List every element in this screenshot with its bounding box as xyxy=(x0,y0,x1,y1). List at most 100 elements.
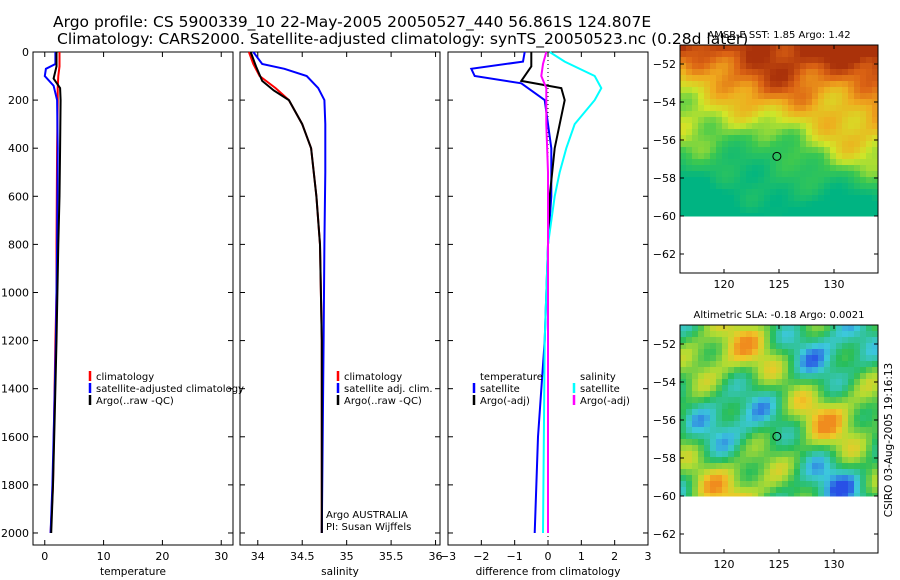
amsr_sst-cell xyxy=(686,189,693,196)
altimetric_sla-cell xyxy=(818,397,825,404)
amsr_sst-cell xyxy=(860,111,867,118)
altimetric_sla-cell xyxy=(710,481,717,488)
amsr_sst-cell xyxy=(824,87,831,94)
amsr_sst-cell xyxy=(686,111,693,118)
altimetric_sla-cell xyxy=(698,427,705,434)
amsr_sst-cell xyxy=(860,207,867,214)
altimetric_sla-cell xyxy=(764,469,771,476)
amsr_sst-cell xyxy=(812,63,819,70)
amsr_sst-cell xyxy=(788,75,795,82)
amsr_sst-cell xyxy=(836,189,843,196)
amsr_sst-cell xyxy=(818,87,825,94)
amsr_sst-cell xyxy=(704,111,711,118)
altimetric_sla-cell xyxy=(794,391,801,398)
altimetric_sla-cell xyxy=(698,445,705,452)
amsr_sst-cell xyxy=(872,93,879,100)
amsr_sst-cell xyxy=(830,111,837,118)
amsr_sst-cell xyxy=(716,57,723,64)
amsr_sst-cell xyxy=(770,177,777,184)
amsr_sst-cell xyxy=(848,123,855,130)
altimetric_sla-cell xyxy=(764,481,771,488)
altimetric_sla-cell xyxy=(818,361,825,368)
difference-xtick-label: −3 xyxy=(440,550,456,563)
altimetric_sla-cell xyxy=(728,403,735,410)
amsr_sst-cell xyxy=(776,69,783,76)
altimetric_sla-cell xyxy=(686,481,693,488)
amsr_sst-cell xyxy=(824,99,831,106)
altimetric_sla-cell xyxy=(692,457,699,464)
altimetric_sla-cell xyxy=(680,427,687,434)
altimetric_sla-cell xyxy=(722,493,729,497)
altimetric_sla-cell xyxy=(788,457,795,464)
altimetric_sla-cell xyxy=(692,415,699,422)
altimetric_sla-cell xyxy=(788,391,795,398)
amsr_sst-cell xyxy=(872,57,879,64)
amsr_sst-cell xyxy=(776,177,783,184)
altimetric_sla-cell xyxy=(860,475,867,482)
altimetric_sla-cell xyxy=(842,487,849,494)
amsr_sst-cell xyxy=(806,201,813,208)
amsr_sst-cell xyxy=(812,183,819,190)
amsr_sst-cell xyxy=(854,135,861,142)
amsr_sst-cell xyxy=(698,69,705,76)
amsr_sst-cell xyxy=(764,75,771,82)
legend-salinity-label: satellite adj. clim. xyxy=(344,384,433,395)
amsr_sst-cell xyxy=(746,147,753,154)
altimetric_sla-cell xyxy=(740,463,747,470)
altimetric_sla-cell xyxy=(776,331,783,338)
amsr_sst-cell xyxy=(680,63,687,70)
altimetric_sla-cell xyxy=(746,421,753,428)
altimetric_sla-cell xyxy=(764,331,771,338)
altimetric_sla-cell xyxy=(794,397,801,404)
amsr_sst-ytick-label: −62 xyxy=(653,248,676,261)
amsr_sst-cell xyxy=(764,177,771,184)
amsr_sst-cell xyxy=(812,147,819,154)
altimetric_sla-cell xyxy=(782,403,789,410)
amsr_sst-cell xyxy=(764,51,771,58)
altimetric_sla-cell xyxy=(824,415,831,422)
altimetric_sla-cell xyxy=(830,337,837,344)
amsr_sst-cell xyxy=(704,153,711,160)
amsr_sst-cell xyxy=(758,123,765,130)
altimetric_sla-cell xyxy=(710,337,717,344)
amsr_sst-cell xyxy=(680,159,687,166)
altimetric_sla-cell xyxy=(728,355,735,362)
altimetric_sla-cell xyxy=(704,451,711,458)
altimetric_sla-cell xyxy=(782,373,789,380)
altimetric_sla-cell xyxy=(710,493,717,497)
altimetric_sla-cell xyxy=(872,325,879,332)
altimetric_sla-cell xyxy=(794,355,801,362)
altimetric_sla-cell xyxy=(734,421,741,428)
amsr_sst-cell xyxy=(698,141,705,148)
amsr_sst-cell xyxy=(686,183,693,190)
altimetric_sla-cell xyxy=(794,379,801,386)
amsr_sst-cell xyxy=(812,195,819,202)
altimetric_sla-cell xyxy=(680,331,687,338)
amsr_sst-cell xyxy=(734,99,741,106)
altimetric_sla-cell xyxy=(836,451,843,458)
amsr_sst-cell xyxy=(824,153,831,160)
amsr_sst-cell xyxy=(824,51,831,58)
altimetric_sla-cell xyxy=(782,343,789,350)
altimetric_sla-ytick-label: −60 xyxy=(653,490,676,503)
amsr_sst-cell xyxy=(710,147,717,154)
amsr_sst-cell xyxy=(800,123,807,130)
altimetric_sla-cell xyxy=(854,439,861,446)
amsr_sst-cell xyxy=(794,87,801,94)
altimetric_sla-cell xyxy=(788,373,795,380)
altimetric_sla-xtick-label: 130 xyxy=(824,558,845,571)
amsr_sst-cell xyxy=(746,153,753,160)
amsr_sst-cell xyxy=(740,111,747,118)
amsr_sst-cell xyxy=(854,177,861,184)
amsr_sst-cell xyxy=(734,147,741,154)
altimetric_sla-cell xyxy=(830,349,837,356)
amsr_sst-cell xyxy=(716,117,723,124)
depth-tick-label: 1000 xyxy=(1,286,29,299)
altimetric_sla-cell xyxy=(824,355,831,362)
altimetric_sla-cell xyxy=(698,325,705,332)
altimetric_sla-cell xyxy=(818,433,825,440)
altimetric_sla-cell xyxy=(788,385,795,392)
altimetric_sla-cell xyxy=(866,415,873,422)
altimetric_sla-cell xyxy=(764,409,771,416)
altimetric_sla-cell xyxy=(830,433,837,440)
